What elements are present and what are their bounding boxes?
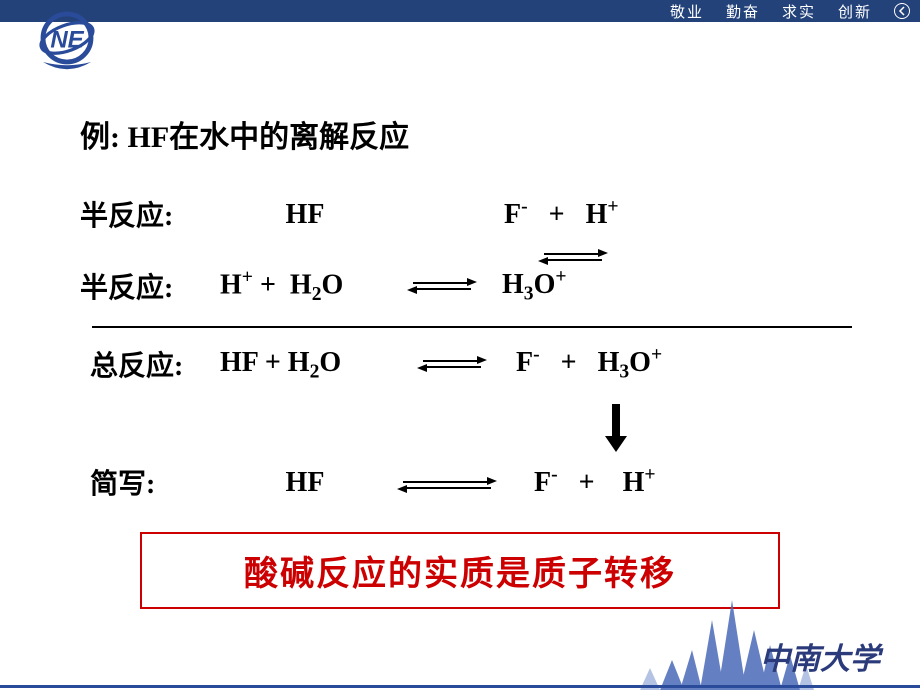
- down-arrow-row: [220, 404, 840, 454]
- equilibrium-arrow-icon: [417, 354, 487, 374]
- motto-2: 勤奋: [726, 1, 760, 22]
- row-equation: HF F- + H+: [220, 197, 840, 231]
- overall-reaction: 总反应: HF + H2O F- + H3O+: [80, 342, 840, 386]
- equilibrium-arrow-icon: [397, 475, 497, 495]
- slide-content: 例: HF在水中的离解反应 半反应: HF F- + H+ 半反应: H+ + …: [0, 22, 920, 609]
- row-label: 简写:: [80, 462, 220, 502]
- back-icon[interactable]: [894, 3, 910, 19]
- equilibrium-arrow-icon: [407, 276, 477, 296]
- slide-title: 例: HF在水中的离解反应: [80, 112, 840, 156]
- row-label: 半反应:: [80, 266, 220, 306]
- logo: NE: [22, 6, 112, 86]
- highlight-box: 酸碱反应的实质是质子转移: [140, 532, 780, 609]
- row-equation: HF F- + H+: [220, 465, 840, 499]
- down-arrow-icon: [605, 404, 627, 452]
- motto-4: 创新: [838, 1, 872, 22]
- half-reaction-1: 半反应: HF F- + H+: [80, 192, 840, 236]
- equilibrium-arrow-icon: [538, 247, 608, 267]
- bottom-border: [0, 685, 920, 688]
- motto-3: 求实: [782, 1, 816, 22]
- row-equation: HF + H2O F- + H3O+: [220, 345, 840, 384]
- top-bar: 敬业 勤奋 求实 创新: [0, 0, 920, 22]
- row-label: 半反应:: [80, 194, 220, 234]
- divider-line: [92, 326, 852, 328]
- simplified-reaction: 简写: HF F- + H+: [80, 460, 840, 504]
- svg-text:NE: NE: [50, 27, 84, 54]
- row-label: 总反应:: [80, 344, 220, 384]
- university-name: 中南大学: [760, 634, 880, 678]
- motto-1: 敬业: [670, 1, 704, 22]
- row-equation: H+ + H2O H3O+: [220, 267, 840, 306]
- half-reaction-2: 半反应: H+ + H2O H3O+: [80, 264, 840, 308]
